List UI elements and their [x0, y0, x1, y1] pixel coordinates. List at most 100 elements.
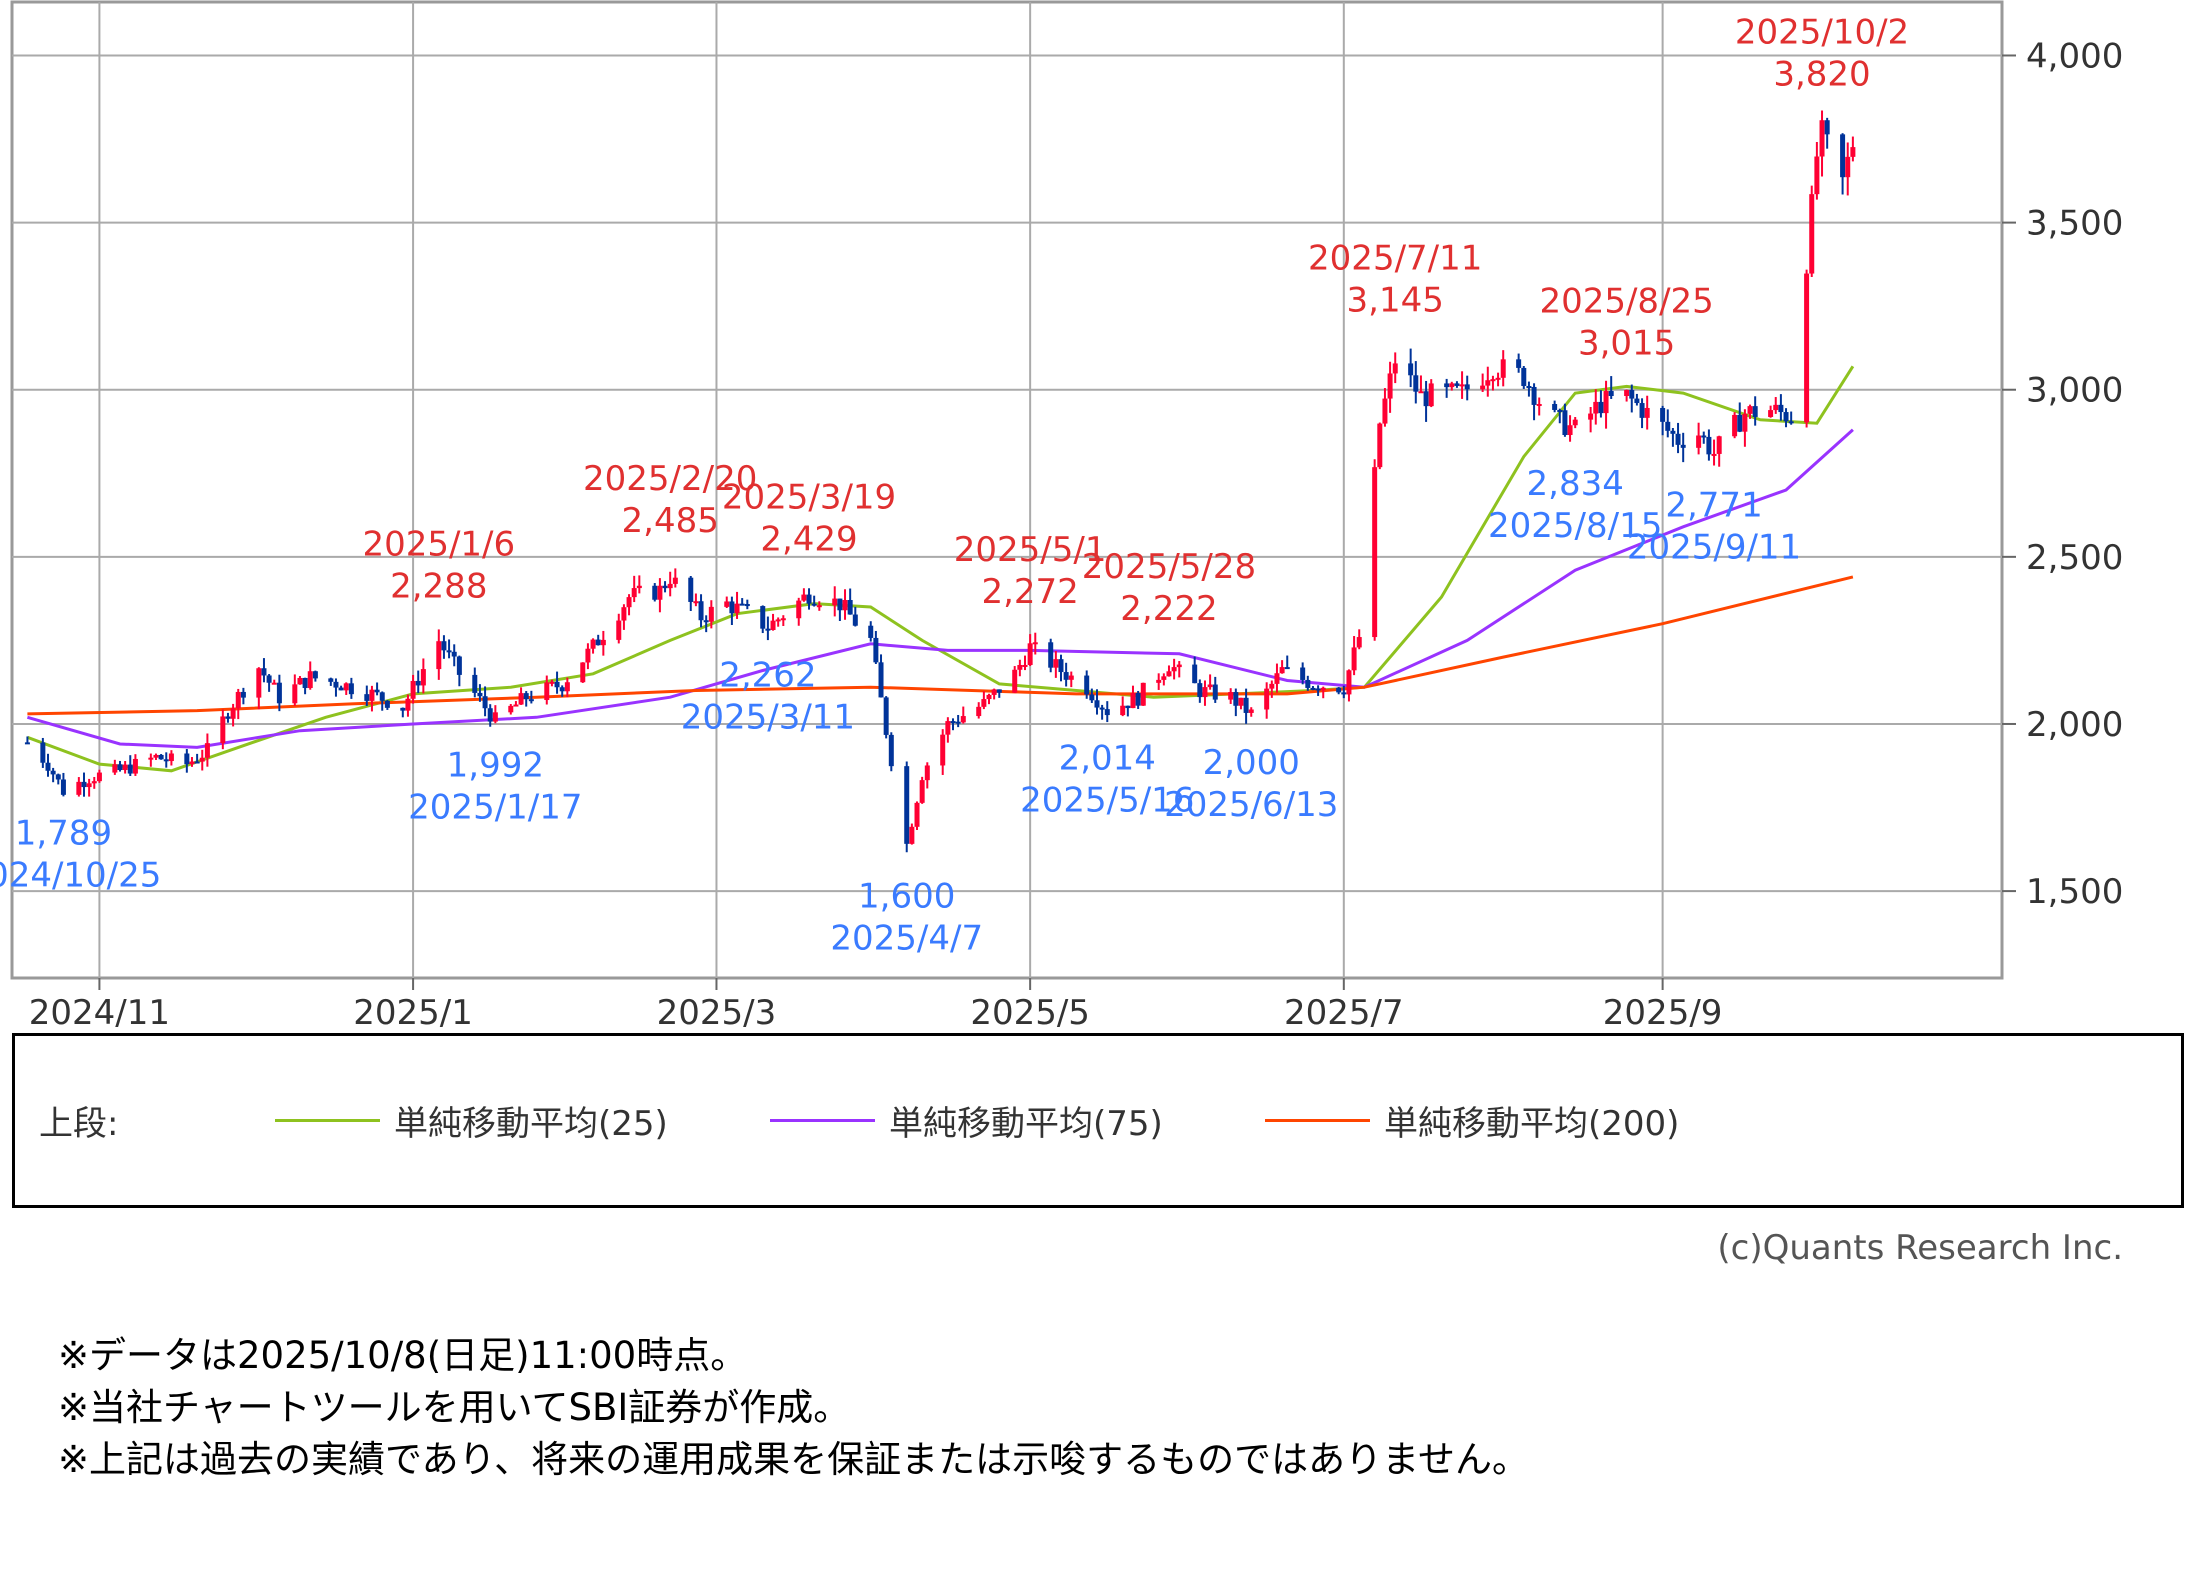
annotation-value: 3,820	[1773, 55, 1870, 95]
candle-body	[168, 753, 174, 762]
note-line: ※上記は過去の実績であり、将来の運用成果を保証または示唆するものではありません。	[58, 1438, 1530, 1481]
annotation-value: 1,600	[858, 877, 955, 917]
candle-body	[163, 759, 169, 762]
candle-body	[132, 758, 138, 774]
candle-body	[122, 764, 128, 771]
candle-body	[991, 689, 997, 695]
candle-body	[1824, 120, 1830, 135]
candle-body	[914, 802, 920, 827]
candle-body	[1768, 410, 1774, 417]
candle-body	[811, 603, 817, 606]
candle-body	[775, 619, 781, 622]
candle-body	[996, 689, 1002, 693]
candle-body	[1670, 430, 1676, 434]
candle-body	[1197, 683, 1203, 698]
candle-body	[384, 700, 390, 708]
candle-body	[724, 601, 730, 607]
candle-body	[1372, 467, 1378, 638]
candle-body	[1310, 687, 1316, 690]
candle-body	[1608, 391, 1614, 396]
annotation-value: 1,789	[15, 813, 112, 853]
candle-body	[1562, 410, 1568, 436]
annotation-date: 2025/6/13	[1164, 785, 1338, 825]
candle-body	[297, 677, 303, 685]
candle-body	[909, 826, 915, 844]
candle-body	[919, 780, 925, 803]
candle-body	[1639, 403, 1645, 418]
candle-body	[873, 637, 879, 663]
candle-body	[1192, 664, 1198, 684]
candle-body	[1356, 637, 1362, 648]
candle-body	[1444, 383, 1450, 388]
candles	[24, 110, 1856, 853]
notes: ※データは2025/10/8(日足)11:00時点。 ※当社チャートツールを用い…	[58, 1330, 1529, 1486]
candle-body	[1156, 679, 1162, 683]
candle-body	[631, 588, 637, 598]
candle-body	[1536, 404, 1542, 407]
candle-body	[1701, 435, 1707, 438]
candle-body	[235, 691, 241, 709]
candle-body	[513, 704, 519, 707]
candle-body	[600, 639, 606, 646]
annotation-value: 2,288	[390, 567, 487, 607]
moving-averages	[26, 365, 1855, 773]
candle-body	[240, 691, 246, 698]
candle-body	[739, 603, 745, 606]
candle-body	[189, 761, 195, 765]
annotation-date: 2025/3/11	[681, 697, 855, 737]
candle-body	[91, 781, 97, 784]
candle-body	[585, 648, 591, 663]
note-line: ※当社チャートツールを用いてSBI証券が作成。	[58, 1386, 851, 1429]
candle-body	[950, 721, 956, 724]
legend-item-ma25: 単純移動平均(25)	[275, 1096, 668, 1145]
candle-body	[1680, 444, 1686, 448]
ma-line-2	[27, 575, 1854, 716]
annotations: 2025/10/23,820 2025/7/113,145 2025/8/253,0…	[0, 13, 1909, 959]
candle-body	[1773, 404, 1779, 411]
candle-body	[765, 628, 771, 631]
candle-body	[1464, 384, 1470, 390]
candle-body	[256, 668, 262, 698]
candle-body	[302, 677, 308, 689]
candle-body	[667, 583, 673, 589]
candle-body	[1161, 676, 1167, 680]
annotation-date: 2025/10/2	[1735, 13, 1909, 53]
candle-body	[528, 699, 534, 702]
candle-body	[960, 716, 966, 723]
candle-body	[1377, 423, 1383, 468]
annotation-value: 2,014	[1059, 738, 1156, 778]
candle-body	[420, 669, 426, 686]
candle-body	[1099, 707, 1105, 710]
candle-body	[688, 577, 694, 602]
candle-body	[1048, 642, 1054, 668]
candle-body	[554, 681, 560, 688]
candle-body	[369, 689, 375, 701]
annotation-value: 2,771	[1665, 485, 1762, 525]
annotation-date: 2025/3/19	[722, 478, 896, 518]
candle-body	[796, 600, 802, 619]
annotation-date: 2025/8/25	[1539, 282, 1713, 322]
candle-body	[981, 699, 987, 707]
candle-body	[1233, 692, 1239, 706]
ma-line-0	[26, 365, 1855, 773]
candle-body	[1629, 390, 1635, 399]
candle-body	[1706, 436, 1712, 455]
grid	[10, 0, 2004, 980]
candle-body	[508, 705, 514, 713]
candle-body	[708, 606, 714, 622]
candle-body	[626, 597, 632, 608]
candle-body	[1495, 377, 1501, 380]
legend-swatch-ma25	[275, 1119, 380, 1122]
candle-body	[806, 594, 812, 604]
candle-body	[852, 614, 858, 626]
candle-body	[1341, 692, 1347, 695]
annotation-value: 2,262	[719, 655, 816, 695]
candle-body	[148, 757, 154, 760]
candle-body	[1012, 669, 1018, 693]
candle-body	[945, 721, 951, 735]
annotation-value: 2,222	[1120, 589, 1217, 629]
candle-body	[348, 683, 354, 695]
candle-body	[1644, 407, 1650, 418]
ytick-label: 1,500	[2026, 872, 2123, 912]
